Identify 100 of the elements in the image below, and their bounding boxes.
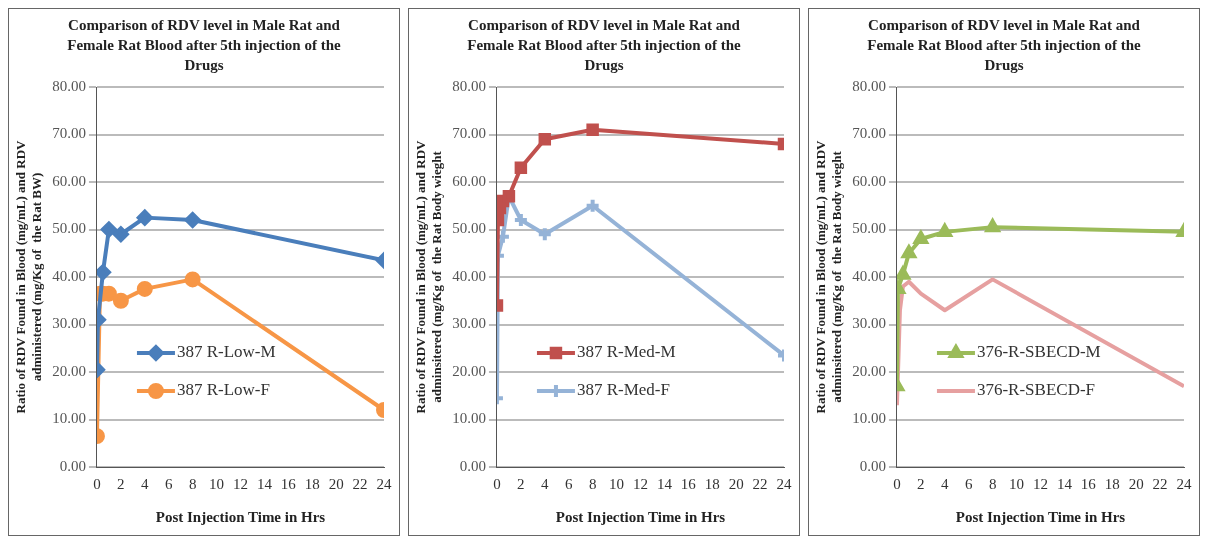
point xyxy=(184,212,201,228)
y-tick-label: 60.00 xyxy=(852,172,886,189)
point xyxy=(112,226,129,243)
x-tick-label: 0 xyxy=(93,475,101,492)
x-tick-label: 8 xyxy=(988,475,997,492)
point xyxy=(136,280,153,297)
y-tick-label: 40.00 xyxy=(52,267,86,284)
y-tick-label: 20.00 xyxy=(52,362,86,379)
y-tick-label: 80.00 xyxy=(452,77,486,94)
x-tick-label: 24 xyxy=(776,475,792,492)
legend-label: 387 R-Low-F xyxy=(176,380,270,400)
y-tick-label: 40.00 xyxy=(452,267,486,284)
legend-label: 387 R-Low-M xyxy=(176,342,276,362)
chart-title: Comparison of RDV level in Male Rat and Female Rat Blood after 5th injection of the Drugs xyxy=(66,16,342,75)
x-tick-label: 24 xyxy=(376,475,392,492)
point xyxy=(937,223,952,237)
x-tick-label: 18 xyxy=(304,475,320,492)
point xyxy=(96,264,111,281)
x-axis-title: Post Injection Time in Hrs xyxy=(155,508,326,525)
x-tick-label: 20 xyxy=(328,475,344,492)
y-tick-label: 80.00 xyxy=(852,77,886,94)
y-tick-label: 10.00 xyxy=(52,410,86,427)
x-tick-label: 4 xyxy=(141,475,150,492)
y-tick-label: 60.00 xyxy=(52,172,86,189)
legend-label: 387 R-Med-M xyxy=(576,342,676,362)
x-tick-label: 6 xyxy=(164,475,173,492)
point xyxy=(512,212,529,228)
x-tick-label: 8 xyxy=(588,475,597,492)
point xyxy=(901,245,917,259)
x-tick-label: 4 xyxy=(941,475,950,492)
y-tick-label: 30.00 xyxy=(852,315,886,332)
y-tick-label: 20.00 xyxy=(852,362,886,379)
x-tick-label: 0 xyxy=(493,475,501,492)
x-tick-label: 20 xyxy=(728,475,744,492)
legend-label: 387 R-Med-F xyxy=(576,380,670,400)
y-tick-label: 0.00 xyxy=(859,457,886,474)
x-tick-label: 24 xyxy=(1176,475,1192,492)
y-tick-label: 70.00 xyxy=(52,125,86,142)
x-tick-label: 12 xyxy=(632,475,648,492)
y-tick-label: 50.00 xyxy=(852,220,886,237)
x-tick-label: 12 xyxy=(1032,475,1048,492)
point xyxy=(536,226,553,243)
x-tick-label: 6 xyxy=(964,475,973,492)
y-tick-label: 20.00 xyxy=(452,362,486,379)
x-tick-label: 2 xyxy=(117,475,125,492)
x-tick-label: 2 xyxy=(917,475,925,492)
x-tick-label: 14 xyxy=(656,475,673,492)
x-tick-label: 2 xyxy=(517,475,525,492)
y-tick-label: 0.00 xyxy=(59,457,86,474)
x-tick-label: 14 xyxy=(1056,475,1073,492)
x-tick-label: 10 xyxy=(209,475,225,492)
point xyxy=(538,133,552,146)
x-axis-title: Post Injection Time in Hrs xyxy=(555,508,726,525)
point xyxy=(184,271,201,288)
legend-label: 376-R-SBECD-F xyxy=(976,380,1096,400)
y-tick-label: 30.00 xyxy=(452,315,486,332)
y-tick-label: 50.00 xyxy=(52,220,86,237)
chart-title: Comparison of RDV level in Male Rat and Female Rat Blood after 5th injection of the Drugs xyxy=(866,16,1142,75)
y-tick-label: 70.00 xyxy=(852,125,886,142)
y-tick-label: 60.00 xyxy=(452,172,486,189)
x-tick-label: 0 xyxy=(893,475,901,492)
x-tick-label: 16 xyxy=(1080,475,1097,492)
point xyxy=(584,197,601,214)
point xyxy=(985,219,1000,233)
x-tick-label: 10 xyxy=(1009,475,1025,492)
x-tick-label: 10 xyxy=(609,475,625,492)
x-tick-label: 18 xyxy=(1104,475,1120,492)
x-tick-label: 22 xyxy=(352,475,368,492)
x-tick-label: 6 xyxy=(564,475,573,492)
y-axis-title: Ratio of RDV Found in Blood (mg/mL) and RDV adminsitered (mg/Kg of the Rat Body wieght xyxy=(413,139,444,414)
point xyxy=(514,161,528,174)
x-tick-label: 14 xyxy=(256,475,273,492)
legend-label: 376-R-SBECD-M xyxy=(976,342,1101,362)
x-tick-label: 22 xyxy=(1152,475,1168,492)
y-tick-label: 30.00 xyxy=(52,315,86,332)
point xyxy=(913,231,929,244)
y-tick-label: 10.00 xyxy=(452,410,486,427)
y-tick-label: 80.00 xyxy=(52,77,86,94)
point xyxy=(100,221,117,238)
point xyxy=(586,123,599,136)
y-tick-label: 0.00 xyxy=(459,457,486,474)
point xyxy=(896,264,912,280)
x-tick-label: 16 xyxy=(280,475,297,492)
x-tick-label: 12 xyxy=(232,475,248,492)
y-axis-title: Ratio of RDV Found in Blood (mg/mL) and RDV administered (mg/Kg of the Rat BW) xyxy=(13,139,44,414)
x-tick-label: 8 xyxy=(188,475,197,492)
y-tick-label: 40.00 xyxy=(852,267,886,284)
x-tick-label: 18 xyxy=(704,475,720,492)
point xyxy=(112,292,129,309)
y-tick-label: 70.00 xyxy=(452,125,486,142)
x-tick-label: 20 xyxy=(1128,475,1144,492)
y-tick-label: 50.00 xyxy=(452,220,486,237)
x-tick-label: 4 xyxy=(541,475,550,492)
x-tick-label: 16 xyxy=(680,475,697,492)
y-tick-label: 10.00 xyxy=(852,410,886,427)
chart-title: Comparison of RDV level in Male Rat and Female Rat Blood after 5th injection of the Drugs xyxy=(466,16,742,75)
x-axis-title: Post Injection Time in Hrs xyxy=(955,508,1126,525)
y-axis-title: Ratio of RDV Found in Blood (mg/mL) and RDV adminsitered (mg/Kg of the Rat Body wieght xyxy=(813,139,844,414)
x-tick-label: 22 xyxy=(752,475,768,492)
point xyxy=(136,209,153,226)
